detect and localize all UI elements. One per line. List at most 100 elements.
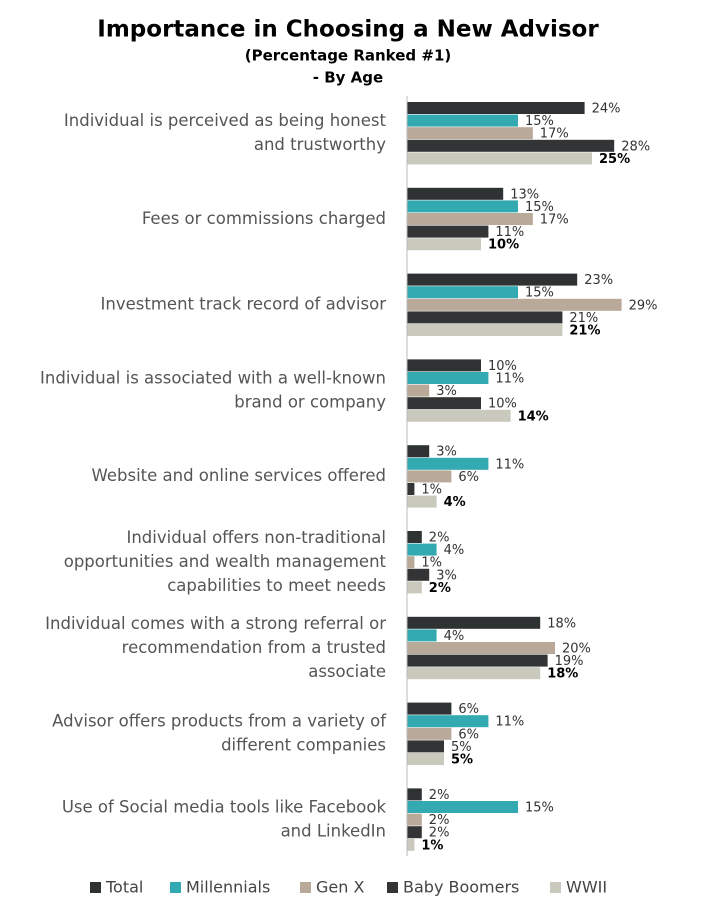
bar bbox=[407, 298, 622, 311]
bar bbox=[407, 187, 504, 200]
bar bbox=[407, 114, 518, 127]
value-label: 10% bbox=[488, 397, 517, 412]
value-label: 10% bbox=[488, 359, 517, 374]
category-label: Individual is perceived as being honest bbox=[64, 111, 387, 130]
bar bbox=[407, 225, 489, 238]
bar bbox=[407, 139, 615, 152]
value-label: 5% bbox=[451, 753, 473, 768]
bar bbox=[407, 200, 518, 213]
category-label: Individual offers non-traditional bbox=[126, 528, 386, 547]
bar bbox=[407, 127, 533, 140]
category-label: and trustworthy bbox=[254, 135, 386, 154]
value-label: 4% bbox=[444, 629, 465, 644]
bar bbox=[407, 826, 422, 839]
bar bbox=[407, 813, 422, 826]
bar bbox=[407, 838, 415, 851]
legend-swatch bbox=[170, 882, 181, 893]
value-label: 1% bbox=[421, 838, 443, 853]
value-label: 18% bbox=[547, 616, 576, 631]
value-label: 15% bbox=[525, 286, 554, 301]
category-label: brand or company bbox=[234, 392, 386, 411]
value-label: 20% bbox=[562, 642, 591, 657]
chart-subtitle: (Percentage Ranked #1) bbox=[245, 47, 452, 65]
value-label: 10% bbox=[488, 238, 519, 253]
bar bbox=[407, 568, 430, 581]
chart-subtitle: - By Age bbox=[313, 69, 383, 87]
category-label: recommendation from a trusted bbox=[122, 638, 386, 657]
bar bbox=[407, 102, 585, 114]
value-label: 18% bbox=[547, 667, 578, 682]
value-label: 11% bbox=[495, 715, 524, 730]
value-label: 28% bbox=[621, 139, 650, 154]
bar bbox=[407, 397, 481, 410]
value-label: 15% bbox=[525, 114, 554, 129]
category-label: Investment track record of advisor bbox=[101, 295, 387, 314]
bar bbox=[407, 531, 422, 543]
bar bbox=[407, 642, 555, 654]
bar bbox=[407, 483, 415, 495]
category-label: Advisor offers products from a variety o… bbox=[52, 712, 387, 731]
bar bbox=[407, 629, 437, 642]
category-label: Individual comes with a strong referral … bbox=[45, 614, 386, 633]
bar bbox=[407, 715, 489, 728]
bar bbox=[407, 311, 563, 324]
bar bbox=[407, 543, 437, 556]
bar bbox=[407, 470, 452, 483]
legend-swatch bbox=[90, 882, 101, 893]
value-label: 24% bbox=[592, 102, 621, 117]
legend-swatch bbox=[550, 882, 561, 893]
bar bbox=[407, 359, 481, 372]
value-label: 4% bbox=[444, 543, 465, 558]
value-label: 4% bbox=[444, 495, 466, 510]
chart-title: Importance in Choosing a New Advisor bbox=[97, 17, 599, 43]
value-label: 2% bbox=[429, 581, 451, 596]
value-label: 3% bbox=[436, 568, 457, 583]
value-label: 15% bbox=[525, 801, 554, 816]
value-label: 1% bbox=[421, 556, 442, 571]
bar bbox=[407, 273, 578, 286]
bar bbox=[407, 324, 563, 336]
bar bbox=[407, 801, 518, 813]
bar bbox=[407, 286, 518, 299]
value-label: 14% bbox=[518, 409, 549, 424]
bar bbox=[407, 753, 444, 765]
category-label: associate bbox=[308, 662, 386, 681]
value-label: 17% bbox=[540, 213, 569, 228]
bar bbox=[407, 384, 430, 397]
legend-label: Gen X bbox=[316, 878, 364, 897]
bar bbox=[407, 238, 481, 251]
value-label: 6% bbox=[458, 470, 479, 485]
value-label: 15% bbox=[525, 200, 554, 215]
bar bbox=[407, 667, 541, 680]
bar bbox=[407, 616, 541, 629]
bar bbox=[407, 445, 430, 458]
value-label: 11% bbox=[495, 372, 524, 387]
legend-label: Baby Boomers bbox=[403, 878, 519, 897]
category-label: Fees or commissions charged bbox=[142, 209, 386, 228]
category-label: Individual is associated with a well-kno… bbox=[40, 368, 386, 387]
bar bbox=[407, 409, 511, 422]
bar bbox=[407, 740, 444, 753]
bar bbox=[407, 152, 592, 165]
category-label: Website and online services offered bbox=[92, 466, 387, 485]
value-label: 3% bbox=[436, 384, 457, 399]
category-label: different companies bbox=[221, 736, 386, 755]
bar bbox=[407, 788, 422, 801]
value-label: 13% bbox=[510, 187, 539, 202]
legend-swatch bbox=[387, 882, 398, 893]
value-label: 2% bbox=[429, 531, 450, 546]
bar bbox=[407, 654, 548, 667]
value-label: 19% bbox=[555, 654, 584, 669]
value-label: 1% bbox=[421, 483, 442, 498]
bar bbox=[407, 213, 533, 225]
value-label: 6% bbox=[458, 702, 479, 717]
bar bbox=[407, 457, 489, 470]
value-label: 17% bbox=[540, 127, 569, 142]
category-label: capabilities to meet needs bbox=[167, 576, 386, 595]
value-label: 25% bbox=[599, 152, 630, 167]
value-label: 11% bbox=[495, 225, 524, 240]
value-label: 29% bbox=[629, 298, 658, 313]
category-label: and LinkedIn bbox=[281, 821, 386, 840]
value-label: 2% bbox=[429, 813, 450, 828]
